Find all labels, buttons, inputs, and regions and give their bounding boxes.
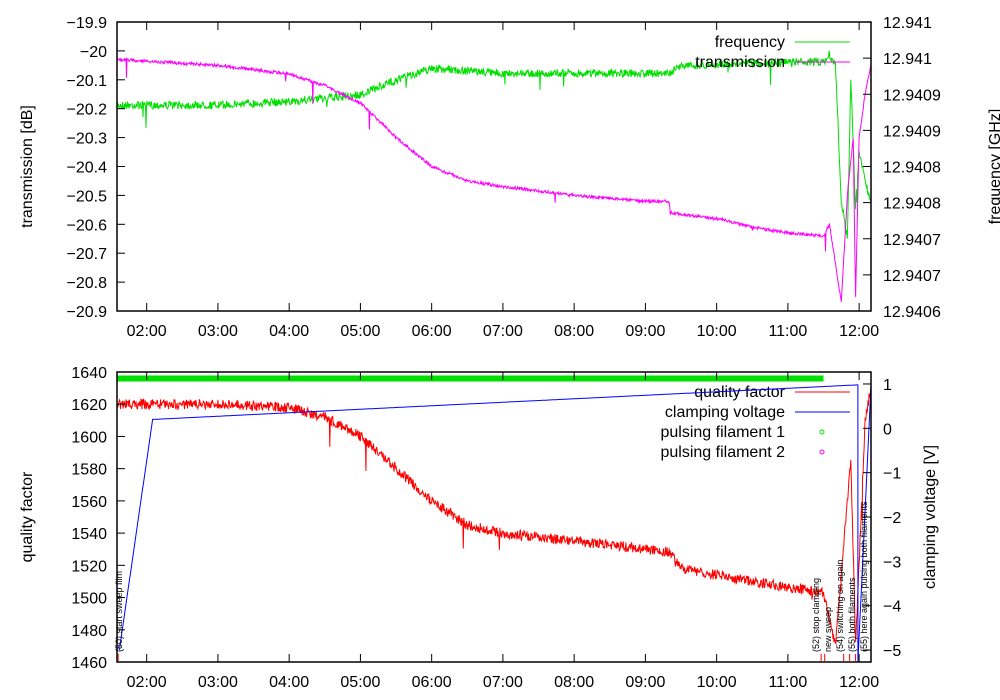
- series-clamping-voltage: [118, 384, 872, 663]
- y-tick-label: −20.3: [67, 131, 108, 148]
- y-tick-label: 1460: [71, 655, 107, 672]
- legend-marker: [819, 429, 825, 435]
- x-tick-label: 02:00: [127, 674, 167, 691]
- x-tick-label: 10:00: [697, 674, 737, 691]
- panel-1: frequency transmission 02:00 03:00 04:00 05:0…: [19, 15, 1000, 340]
- series-transmission: [116, 57, 872, 302]
- y2-tick-label: 12.9407: [883, 268, 941, 285]
- y2-axis-label: frequency [GHz]: [987, 109, 1000, 225]
- y-tick-label: −20.6: [67, 217, 108, 234]
- y-tick-label: −20.1: [67, 73, 108, 90]
- x-tick-label: 08:00: [554, 674, 594, 691]
- y-tick-label: 1520: [71, 558, 107, 575]
- x-tick-label: 12:00: [839, 674, 879, 691]
- y2-tick-label: 12.9409: [883, 123, 941, 140]
- y-tick-label: −19.9: [67, 15, 108, 32]
- x-tick-label: 06:00: [412, 674, 452, 691]
- legend-marker: [819, 449, 825, 455]
- y2-tick-label: 12.9408: [883, 160, 941, 177]
- x-tick-label: 12:00: [839, 323, 879, 340]
- y-tick-label: −20.7: [67, 246, 108, 263]
- x-tick-label: 11:00: [768, 323, 807, 340]
- y-tick-label: 1580: [71, 462, 107, 479]
- series-frequency: [116, 50, 872, 239]
- y2-tick-label: −5: [883, 643, 901, 660]
- y2-tick-label: −1: [883, 466, 901, 483]
- x-tick-label: 04:00: [269, 323, 309, 340]
- x-tick-label: 03:00: [198, 674, 238, 691]
- y-tick-label: −20.8: [67, 275, 108, 292]
- legend-label: pulsing filament 2: [660, 444, 785, 461]
- y-tick-label: 1500: [71, 591, 107, 608]
- x-tick-label: 09:00: [625, 323, 665, 340]
- legend-label: frequency: [715, 34, 785, 51]
- y-tick-label: −20.9: [67, 304, 108, 321]
- y-tick-label: −20.5: [67, 188, 108, 205]
- y2-tick-label: 12.941: [883, 15, 932, 32]
- legend-label: quality factor: [694, 384, 785, 401]
- x-tick-label: 07:00: [483, 323, 523, 340]
- annotation: (55) both filaments: [847, 577, 857, 652]
- x-tick-label: 05:00: [340, 323, 380, 340]
- x-tick-label: 06:00: [412, 323, 452, 340]
- legend-label: clamping voltage: [665, 404, 785, 421]
- annotation: new sweep: [823, 607, 833, 652]
- x-tick-label: 02:00: [127, 323, 167, 340]
- y2-tick-label: −3: [883, 554, 901, 571]
- annotation: (55) here again pulsing both filaments: [859, 501, 869, 652]
- y2-tick-label: −2: [883, 510, 901, 527]
- y2-axis-label: clamping voltage [V]: [922, 445, 939, 589]
- annotation: (52) stop clamping: [811, 578, 821, 652]
- x-tick-label: 09:00: [625, 674, 665, 691]
- x-tick-label: 07:00: [483, 674, 523, 691]
- y2-tick-label: 0: [883, 421, 892, 438]
- y-tick-label: 1620: [71, 397, 107, 414]
- annotation: (54) switching on again: [835, 559, 845, 652]
- y-tick-label: −20: [80, 44, 107, 61]
- x-tick-label: 10:00: [697, 323, 737, 340]
- y-tick-label: 1600: [71, 429, 107, 446]
- y-axis-label: transmission [dB]: [19, 105, 36, 228]
- y2-tick-label: 12.941: [883, 51, 932, 68]
- y2-tick-label: 12.9407: [883, 232, 941, 249]
- y-tick-label: 1540: [71, 526, 107, 543]
- y2-tick-label: −4: [883, 599, 901, 616]
- series-quality-factor: [116, 388, 872, 645]
- annotation: (50) start sweep film: [114, 571, 124, 652]
- y2-tick-label: 12.9409: [883, 87, 941, 104]
- x-tick-label: 03:00: [198, 323, 238, 340]
- y-tick-label: 1560: [71, 494, 107, 511]
- y-axis-label: quality factor: [19, 471, 36, 562]
- x-tick-label: 08:00: [554, 323, 594, 340]
- y2-tick-label: 12.9406: [883, 304, 941, 321]
- panel-2: quality factor clamping voltage pulsing fi…: [19, 365, 939, 691]
- y2-tick-label: 1: [883, 377, 892, 394]
- y-tick-label: −20.4: [67, 160, 108, 177]
- legend-label: pulsing filament 1: [660, 424, 785, 441]
- y-tick-label: 1480: [71, 623, 107, 640]
- x-tick-label: 05:00: [340, 674, 380, 691]
- y-tick-label: 1640: [71, 365, 107, 382]
- y-tick-label: −20.2: [67, 102, 108, 119]
- legend-label: transmission: [695, 54, 785, 71]
- y2-tick-label: 12.9408: [883, 196, 941, 213]
- x-tick-label: 11:00: [768, 674, 807, 691]
- x-tick-label: 04:00: [269, 674, 309, 691]
